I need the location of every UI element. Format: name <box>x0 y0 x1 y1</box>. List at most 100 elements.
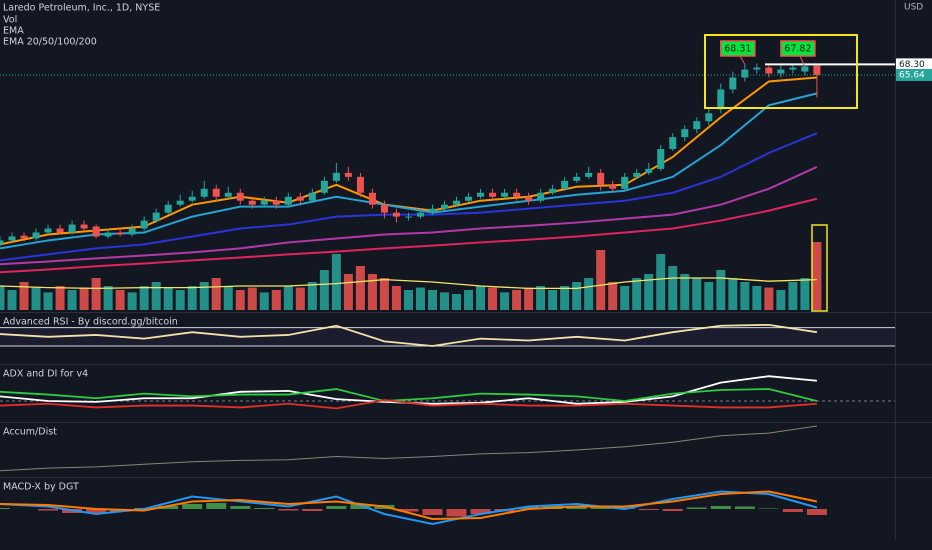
legend-entry: EMA 20/50/100/200 <box>3 37 97 48</box>
volume-bar <box>464 290 474 310</box>
volume-bar <box>379 278 389 310</box>
volume-bar <box>55 286 65 310</box>
candle-body <box>176 200 184 205</box>
histogram-bar <box>302 509 323 511</box>
candle-body <box>549 188 557 193</box>
candle-body <box>332 172 340 181</box>
candle-body <box>188 196 196 201</box>
volume-bar <box>812 242 822 310</box>
candle-body <box>284 196 292 205</box>
volume-bar <box>235 290 245 310</box>
candle-body <box>344 172 352 177</box>
histogram-bar <box>230 506 251 509</box>
price-label-box <box>896 68 932 81</box>
volume-bar <box>500 292 510 310</box>
candle-body <box>428 208 436 213</box>
panel-title: ADX and DI for v4 <box>3 369 88 380</box>
volume-bar <box>572 282 582 310</box>
histogram-bar <box>254 508 275 509</box>
annotation-box <box>780 40 816 57</box>
histogram-bar <box>0 508 10 509</box>
candle-body <box>777 69 785 74</box>
candle-body <box>729 77 737 90</box>
volume-bar <box>391 286 401 310</box>
volume-bar <box>223 286 233 310</box>
volume-bar <box>367 274 377 310</box>
candle-body <box>525 196 533 201</box>
candle-body <box>489 192 497 197</box>
candle-body <box>164 204 172 213</box>
volume-bar <box>764 287 774 310</box>
volume-bar <box>548 290 558 310</box>
candle-body <box>465 196 473 201</box>
candle-body <box>477 192 485 197</box>
indicator-line <box>0 425 817 472</box>
volume-bar <box>427 290 437 310</box>
candle-body <box>741 69 749 78</box>
panel-title: Advanced RSI - By discord.gg/bitcoin <box>3 317 178 328</box>
candle-body <box>657 149 665 169</box>
volume-bar <box>199 282 209 310</box>
volume-bar <box>752 286 762 310</box>
candle-body <box>56 228 64 233</box>
volume-bar <box>67 290 77 310</box>
volume-bar <box>307 282 317 310</box>
histogram-bar <box>782 509 803 512</box>
volume-bar <box>7 290 17 310</box>
histogram-bar <box>182 504 203 509</box>
volume-bar <box>439 292 449 310</box>
candle-body <box>573 176 581 181</box>
panel-title: Accum/Dist <box>3 427 57 438</box>
candle-body <box>813 65 821 75</box>
histogram-bar <box>158 506 179 509</box>
candle-body <box>597 172 605 185</box>
volume-bar <box>19 282 29 310</box>
candle-body <box>392 212 400 217</box>
annotation-label: 68.31 <box>724 44 751 55</box>
candle-body <box>224 192 232 197</box>
volume-bar <box>620 286 630 310</box>
candle-body <box>609 184 617 189</box>
candle-body <box>693 121 701 130</box>
volume-bar <box>536 286 546 310</box>
volume-bar <box>187 286 197 310</box>
legend-entry: EMA <box>3 26 24 37</box>
volume-bar <box>692 278 702 310</box>
volume-bar <box>331 254 341 310</box>
volume-bar <box>740 282 750 310</box>
price-label-box <box>896 58 932 71</box>
candle-body <box>681 129 689 138</box>
candle-body <box>44 228 52 233</box>
candle-body <box>92 226 100 237</box>
candle-body <box>380 204 388 213</box>
candle-body <box>416 212 424 217</box>
indicator-line <box>0 277 817 290</box>
candle-body <box>453 200 461 205</box>
candle-body <box>272 200 280 205</box>
candle-body <box>68 224 76 233</box>
candle-body <box>308 192 316 201</box>
candle-body <box>789 67 797 70</box>
volume-bar <box>728 278 738 310</box>
candle-body <box>320 180 328 193</box>
indicator-line <box>0 197 818 274</box>
candle-body <box>128 228 136 235</box>
indicator-line <box>0 92 818 250</box>
histogram-bar <box>662 509 683 511</box>
volume-bar <box>452 294 462 310</box>
volume-bar <box>644 274 654 310</box>
candle-body <box>537 192 545 201</box>
histogram-bar <box>422 509 443 515</box>
indicator-line <box>0 166 818 266</box>
candle-body <box>404 216 412 218</box>
volume-bar <box>596 250 606 310</box>
volume-bar <box>656 254 666 310</box>
candle-body <box>260 200 268 205</box>
candle-body <box>633 172 641 177</box>
candle-body <box>501 192 509 197</box>
currency: USD <box>904 3 923 13</box>
candle-body <box>8 236 16 241</box>
histogram-bar <box>86 509 107 513</box>
histogram-bar <box>686 507 707 509</box>
